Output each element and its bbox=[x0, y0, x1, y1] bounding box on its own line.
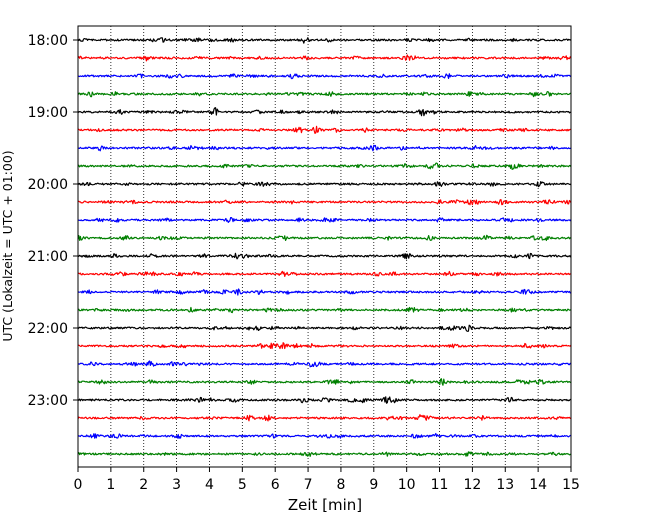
trace-line bbox=[77, 414, 572, 422]
x-axis-label: Zeit [min] bbox=[288, 496, 362, 514]
y-tick-label: 23:00 bbox=[28, 393, 68, 409]
y-tick-label: 18:00 bbox=[28, 33, 68, 49]
trace-line bbox=[77, 90, 572, 98]
x-tick-label: 6 bbox=[271, 477, 280, 493]
x-tick-label: 10 bbox=[398, 477, 416, 493]
x-tick-label: 7 bbox=[304, 477, 313, 493]
trace-line bbox=[77, 360, 572, 368]
trace-line bbox=[77, 180, 572, 188]
x-tick-label: 15 bbox=[562, 477, 580, 493]
x-tick-label: 5 bbox=[238, 477, 247, 493]
x-tick-label: 2 bbox=[139, 477, 148, 493]
y-tick-label: 22:00 bbox=[28, 321, 68, 337]
trace-line bbox=[77, 162, 572, 170]
y-axis-ticks: 18:00 19:00 20:00 21:00 22:00 23:00 bbox=[28, 33, 78, 409]
x-axis-ticks: 0 1 2 3 4 5 6 7 8 9 10 11 12 13 14 15 bbox=[74, 467, 580, 493]
trace-line bbox=[77, 234, 572, 242]
trace-line bbox=[77, 270, 572, 278]
trace-line bbox=[77, 54, 572, 62]
trace-line bbox=[77, 107, 572, 117]
y-tick-label: 19:00 bbox=[28, 105, 68, 121]
trace-line bbox=[77, 324, 572, 332]
trace-line bbox=[77, 432, 572, 439]
x-tick-label: 0 bbox=[74, 477, 83, 493]
x-tick-label: 3 bbox=[172, 477, 181, 493]
trace-line bbox=[77, 199, 572, 206]
x-tick-label: 9 bbox=[369, 477, 378, 493]
trace-line bbox=[77, 396, 572, 404]
x-tick-label: 1 bbox=[106, 477, 115, 493]
x-tick-label: 13 bbox=[496, 477, 514, 493]
trace-line bbox=[77, 73, 572, 80]
trace-line bbox=[77, 342, 572, 350]
trace-line bbox=[77, 252, 572, 260]
seismic-traces bbox=[77, 37, 572, 457]
x-tick-label: 12 bbox=[463, 477, 481, 493]
y-tick-label: 20:00 bbox=[28, 177, 68, 193]
y-axis-label: UTC (Lokalzeit = UTC + 01:00) bbox=[0, 150, 15, 341]
trace-line bbox=[77, 37, 572, 44]
trace-line bbox=[77, 144, 572, 152]
trace-line bbox=[77, 288, 572, 296]
x-tick-label: 8 bbox=[336, 477, 345, 493]
trace-line bbox=[77, 125, 572, 134]
plot-frame bbox=[77, 25, 572, 468]
trace-line bbox=[77, 216, 572, 224]
y-tick-label: 21:00 bbox=[28, 249, 68, 265]
x-tick-label: 14 bbox=[529, 477, 547, 493]
x-tick-label: 11 bbox=[431, 477, 449, 493]
trace-line bbox=[77, 378, 572, 386]
trace-line bbox=[77, 451, 572, 457]
trace-line bbox=[77, 306, 572, 314]
x-tick-label: 4 bbox=[205, 477, 214, 493]
